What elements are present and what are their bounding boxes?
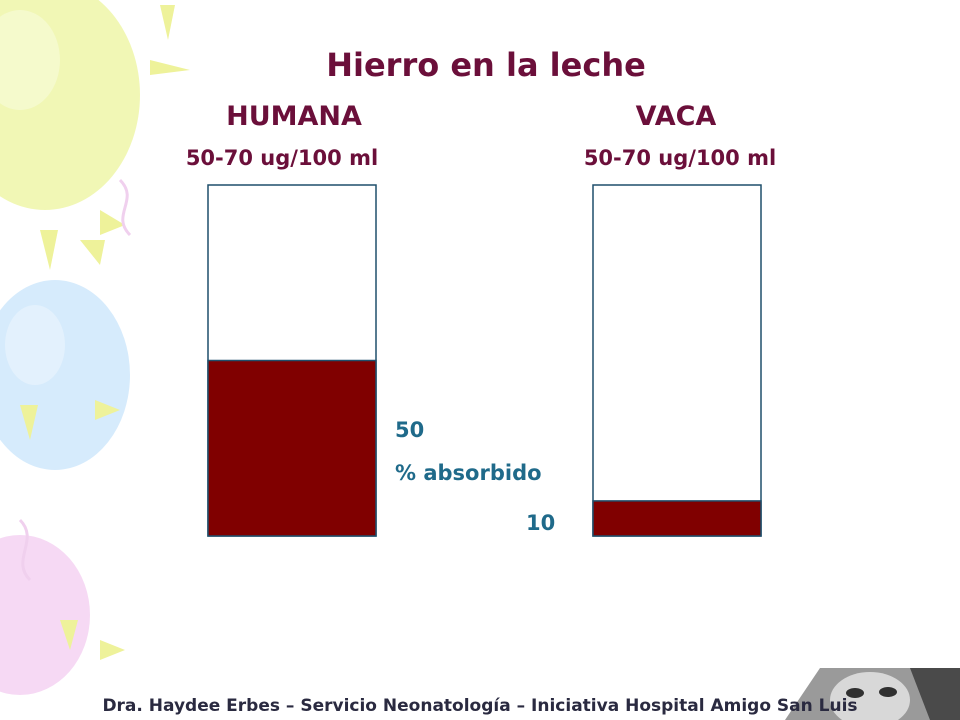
value-label-vaca: 10 xyxy=(526,511,556,535)
value-label-humana: 50 xyxy=(395,418,425,442)
balloon-icon xyxy=(0,535,90,695)
heading-vaca: VACA xyxy=(635,101,717,132)
streamer-icon xyxy=(20,5,190,660)
streamer-icon xyxy=(18,178,132,582)
iron-content-vaca: 50-70 ug/100 ml xyxy=(583,146,777,170)
bar-humana xyxy=(207,359,377,537)
slide-title: Hierro en la leche xyxy=(326,46,646,84)
balloon-icon xyxy=(0,0,140,210)
axis-label-absorbido: % absorbido xyxy=(395,461,542,485)
footer-credit: Dra. Haydee Erbes – Servicio Neonatologí… xyxy=(102,696,858,716)
heading-humana: HUMANA xyxy=(226,101,362,132)
bar-vaca xyxy=(592,500,762,537)
baby-photo-icon xyxy=(785,668,960,720)
iron-content-humana: 50-70 ug/100 ml xyxy=(185,146,379,170)
bar-frame-vaca xyxy=(592,184,762,537)
